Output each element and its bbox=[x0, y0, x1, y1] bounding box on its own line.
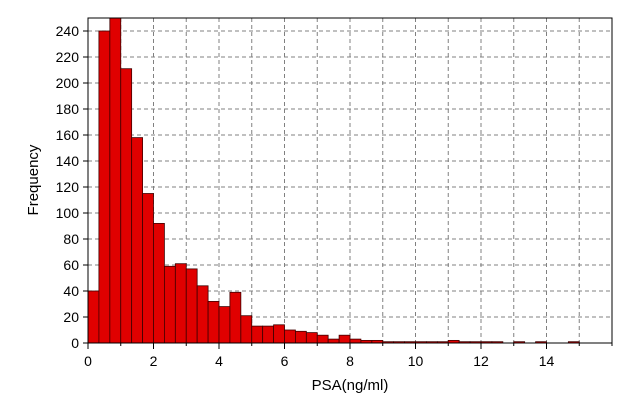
y-tick-label: 160 bbox=[56, 127, 80, 143]
histogram-bar bbox=[295, 330, 307, 344]
histogram-bar bbox=[87, 290, 100, 344]
y-tick-label: 0 bbox=[71, 335, 79, 351]
histogram-bar bbox=[120, 68, 133, 344]
histogram-bar bbox=[109, 17, 122, 344]
histogram-bars bbox=[87, 17, 580, 344]
histogram-bar bbox=[251, 325, 264, 344]
x-axis-title: PSA(ng/ml) bbox=[312, 377, 389, 394]
x-tick-labels: 0 2 4 6 8 10 12 14 bbox=[84, 353, 554, 369]
histogram-bar bbox=[316, 334, 329, 344]
histogram-bar bbox=[142, 193, 154, 344]
y-tick-label: 40 bbox=[63, 283, 79, 299]
y-tick-label: 180 bbox=[56, 101, 80, 117]
histogram-bar bbox=[305, 332, 318, 344]
histogram-bar bbox=[185, 268, 198, 344]
histogram-bar bbox=[207, 300, 220, 344]
histogram-bar bbox=[98, 30, 111, 344]
histogram-bar bbox=[153, 222, 165, 344]
x-tick-label: 6 bbox=[281, 353, 289, 369]
y-tick-label: 240 bbox=[56, 23, 80, 39]
histogram-bar bbox=[196, 285, 209, 344]
x-tick-label: 2 bbox=[150, 353, 158, 369]
histogram-bar bbox=[338, 334, 351, 344]
histogram-bar bbox=[349, 338, 362, 344]
x-tick-label: 12 bbox=[473, 353, 489, 369]
histogram-bar bbox=[131, 137, 143, 344]
y-tick-label: 60 bbox=[63, 257, 79, 273]
histogram-bar bbox=[273, 324, 285, 344]
histogram-bar bbox=[229, 291, 242, 344]
x-tick-label: 10 bbox=[408, 353, 424, 369]
y-tick-label: 80 bbox=[63, 231, 79, 247]
x-tick-label: 14 bbox=[539, 353, 555, 369]
x-tick-label: 8 bbox=[346, 353, 354, 369]
y-axis-title: Frequency bbox=[25, 144, 42, 215]
axis-ticks bbox=[83, 30, 613, 349]
histogram-bar bbox=[240, 315, 253, 344]
histogram-bar bbox=[164, 265, 176, 344]
y-tick-label: 220 bbox=[56, 49, 80, 65]
y-tick-label: 140 bbox=[56, 153, 80, 169]
y-tick-label: 100 bbox=[56, 205, 80, 221]
histogram-bar bbox=[218, 306, 231, 344]
y-tick-label: 20 bbox=[63, 309, 79, 325]
histogram-bar bbox=[262, 325, 274, 344]
histogram-bar bbox=[174, 263, 187, 344]
y-tick-labels: 0 20 40 60 80 100 120 140 160 180 200 220 240 bbox=[56, 23, 80, 351]
histogram-bar bbox=[327, 338, 340, 344]
histogram-bar bbox=[284, 329, 296, 344]
x-tick-label: 0 bbox=[84, 353, 92, 369]
y-tick-label: 120 bbox=[56, 179, 80, 195]
y-tick-label: 200 bbox=[56, 75, 80, 91]
x-tick-label: 4 bbox=[215, 353, 223, 369]
